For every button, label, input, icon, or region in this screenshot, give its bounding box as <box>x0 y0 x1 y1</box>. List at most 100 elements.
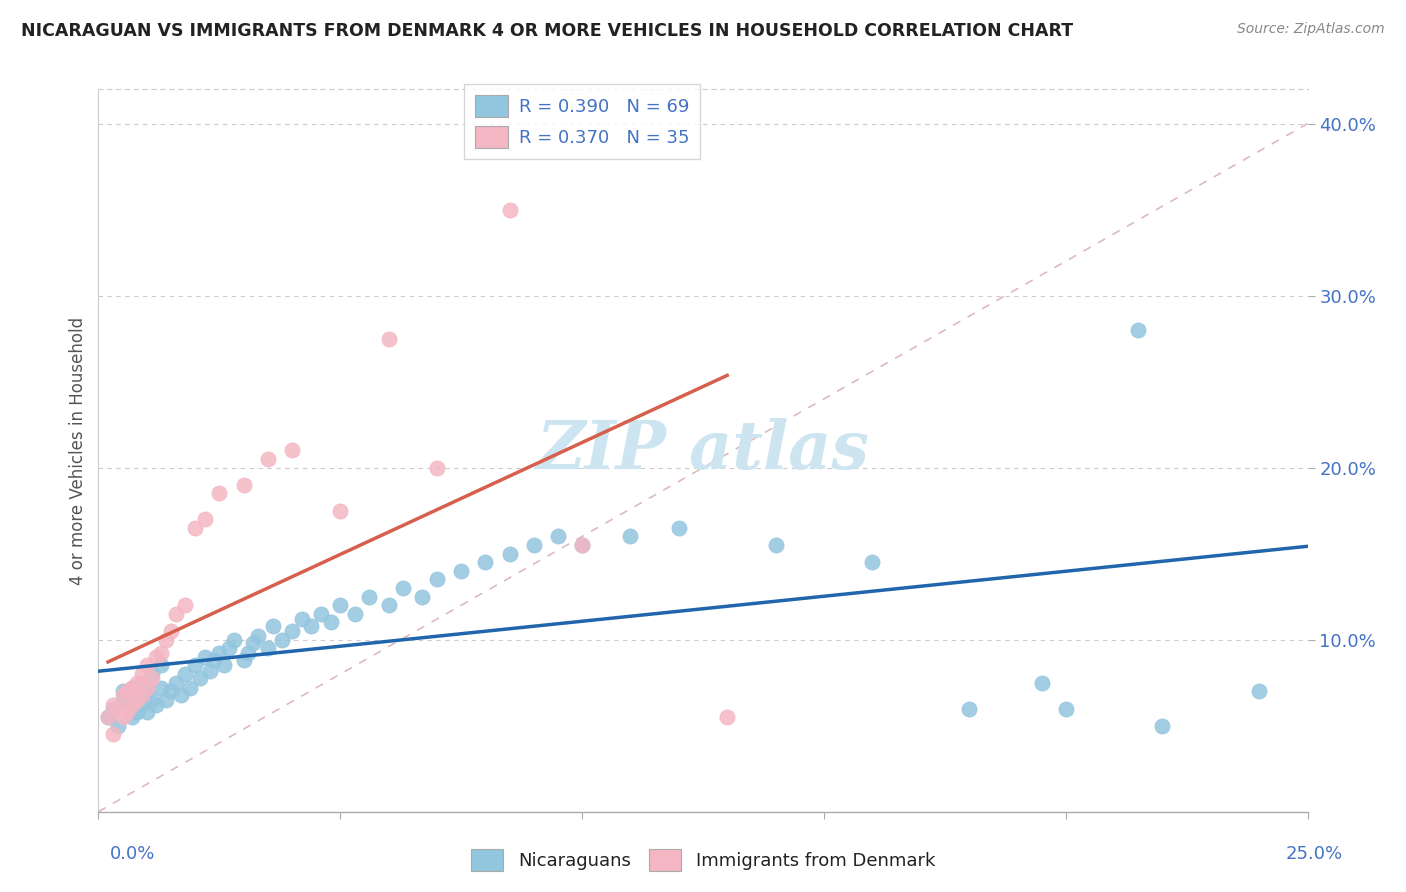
Point <box>101 701 124 715</box>
Point <box>155 632 177 647</box>
Point <box>271 632 294 647</box>
Point <box>117 701 139 715</box>
Point <box>135 681 157 695</box>
Point <box>716 710 738 724</box>
Point <box>111 688 134 702</box>
Point <box>498 547 520 561</box>
Point <box>131 688 153 702</box>
Point <box>131 675 153 690</box>
Point <box>117 684 139 698</box>
Point <box>101 727 124 741</box>
Point <box>127 693 149 707</box>
Point <box>155 693 177 707</box>
Point <box>165 607 187 621</box>
Point <box>141 667 163 681</box>
Point <box>150 681 173 695</box>
Point <box>127 705 149 719</box>
Point <box>281 443 304 458</box>
Point <box>145 698 167 712</box>
Text: NICARAGUAN VS IMMIGRANTS FROM DENMARK 4 OR MORE VEHICLES IN HOUSEHOLD CORRELATIO: NICARAGUAN VS IMMIGRANTS FROM DENMARK 4 … <box>21 22 1073 40</box>
Point <box>377 332 399 346</box>
Point <box>150 658 173 673</box>
Point <box>188 671 211 685</box>
Point <box>247 629 270 643</box>
Point <box>111 693 134 707</box>
Point <box>150 647 173 661</box>
Point <box>1128 323 1150 337</box>
Text: 25.0%: 25.0% <box>1285 846 1343 863</box>
Point <box>860 555 883 569</box>
Text: ZIP atlas: ZIP atlas <box>537 418 869 483</box>
Text: Source: ZipAtlas.com: Source: ZipAtlas.com <box>1237 22 1385 37</box>
Point <box>194 512 217 526</box>
Point <box>165 675 187 690</box>
Point <box>232 653 254 667</box>
Point <box>127 688 149 702</box>
Point <box>160 624 183 639</box>
Point <box>256 452 278 467</box>
Point <box>121 681 143 695</box>
Point <box>426 573 449 587</box>
Point <box>299 619 322 633</box>
Point <box>668 521 690 535</box>
Point <box>523 538 546 552</box>
Point <box>377 599 399 613</box>
Point <box>111 710 134 724</box>
Point <box>256 641 278 656</box>
Point <box>343 607 366 621</box>
Point <box>174 667 197 681</box>
Point <box>238 647 260 661</box>
Point <box>127 675 149 690</box>
Point <box>174 599 197 613</box>
Point <box>765 538 787 552</box>
Point <box>571 538 593 552</box>
Point <box>145 649 167 664</box>
Point <box>184 658 207 673</box>
Point <box>198 664 221 678</box>
Point <box>290 612 312 626</box>
Y-axis label: 4 or more Vehicles in Household: 4 or more Vehicles in Household <box>69 317 87 584</box>
Point <box>117 705 139 719</box>
Point <box>208 647 231 661</box>
Point <box>121 681 143 695</box>
Point <box>131 698 153 712</box>
Point <box>135 684 157 698</box>
Point <box>359 590 381 604</box>
Legend: Nicaraguans, Immigrants from Denmark: Nicaraguans, Immigrants from Denmark <box>464 842 942 879</box>
Point <box>1031 675 1053 690</box>
Point <box>135 658 157 673</box>
Point <box>184 521 207 535</box>
Point <box>121 698 143 712</box>
Point <box>262 619 284 633</box>
Point <box>141 693 163 707</box>
Point <box>107 701 129 715</box>
Point <box>121 710 143 724</box>
Point <box>212 658 235 673</box>
Point <box>141 671 163 685</box>
Point <box>232 478 254 492</box>
Point <box>319 615 342 630</box>
Point <box>179 681 201 695</box>
Point <box>474 555 496 569</box>
Point <box>204 653 226 667</box>
Point <box>392 581 415 595</box>
Point <box>547 529 569 543</box>
Point <box>97 710 120 724</box>
Point <box>281 624 304 639</box>
Point <box>222 632 245 647</box>
Point <box>498 202 520 217</box>
Point <box>218 641 240 656</box>
Point <box>309 607 332 621</box>
Point <box>135 705 157 719</box>
Point <box>131 667 153 681</box>
Point <box>426 460 449 475</box>
Point <box>1249 684 1271 698</box>
Point <box>101 698 124 712</box>
Point <box>111 684 134 698</box>
Point <box>208 486 231 500</box>
Point <box>329 599 352 613</box>
Point <box>1054 701 1077 715</box>
Point <box>957 701 980 715</box>
Legend: R = 0.390   N = 69, R = 0.370   N = 35: R = 0.390 N = 69, R = 0.370 N = 35 <box>464 84 700 159</box>
Point <box>411 590 433 604</box>
